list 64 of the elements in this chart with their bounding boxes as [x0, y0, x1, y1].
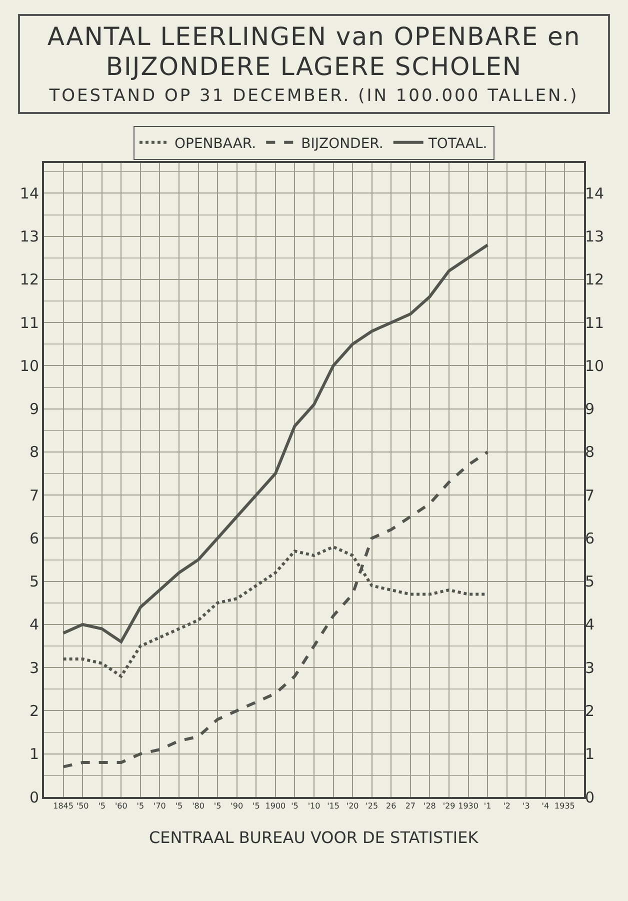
y2-tick-label: 11 — [585, 314, 604, 332]
x-tick-label: '80 — [192, 802, 204, 811]
x-tick-label: '90 — [230, 802, 244, 811]
y2-tick-label: 12 — [585, 270, 604, 289]
x-tick-label: '2 — [503, 802, 511, 811]
x-tick-label: '15 — [327, 802, 340, 811]
x-tick-label: '50 — [76, 802, 89, 811]
chart-subtitle: TOESTAND OP 31 DECEMBER. (IN 100.000 TALLEN.) — [48, 86, 580, 106]
y-tick-label: 6 — [29, 529, 39, 548]
x-tick-label: '20 — [346, 802, 359, 811]
y-tick-label: 1 — [29, 745, 39, 764]
y-tick-label: 3 — [29, 658, 39, 677]
y-tick-label: 9 — [29, 400, 39, 418]
y-tick-label: 2 — [29, 702, 39, 720]
y-tick-label: 12 — [20, 270, 39, 289]
line-series — [62, 243, 490, 644]
x-tick-label: '4 — [542, 802, 550, 811]
y-tick-label: 14 — [20, 184, 39, 202]
x-tick-label: 1900 — [265, 802, 286, 811]
x-tick-label: '1 — [484, 802, 492, 811]
line-series — [62, 450, 490, 768]
x-tick-label: '5 — [175, 802, 183, 811]
y2-tick-label: 7 — [585, 486, 595, 504]
y2-tick-label: 10 — [585, 356, 604, 375]
x-tick-label: 1930 — [458, 802, 478, 811]
y2-tick-label: 3 — [585, 658, 595, 677]
x-tick-label: '5 — [214, 802, 222, 811]
x-tick-label: '5 — [98, 802, 106, 811]
y2-tick-label: 9 — [585, 400, 595, 418]
legend-label: OPENBAAR. — [174, 136, 256, 152]
x-tick-label: '70 — [154, 802, 166, 811]
text: CENTRAAL BUREAU VOOR DE STATISTIEK — [149, 828, 479, 847]
x-tick-label: '29 — [442, 802, 456, 811]
x-tick-label: 26 — [386, 802, 396, 811]
x-tick-label: '5 — [252, 802, 260, 811]
x-tick-label: 1845 — [53, 802, 74, 811]
y-tick-label: 8 — [29, 443, 39, 462]
x-tick-label: '5 — [291, 802, 298, 811]
y2-tick-label: 5 — [585, 572, 595, 591]
legend-label: TOTAAL. — [427, 136, 488, 152]
x-tick-label: 1935 — [554, 802, 575, 811]
x-tick-label: '5 — [136, 802, 144, 811]
y-tick-label: 10 — [20, 356, 39, 375]
y-tick-label: 13 — [20, 228, 39, 246]
x-tick-label: '28 — [424, 802, 436, 811]
y-tick-label: 7 — [29, 486, 39, 504]
y2-tick-label: 1 — [585, 745, 595, 764]
y2-tick-label: 2 — [585, 702, 595, 720]
legend-label: BIJZONDER. — [301, 136, 384, 152]
y2-tick-label: 0 — [585, 788, 595, 806]
y2-tick-label: 13 — [585, 228, 604, 246]
y-tick-label: 5 — [29, 572, 39, 591]
y2-tick-label: 6 — [585, 529, 595, 548]
y2-tick-label: 14 — [585, 184, 604, 202]
x-tick-label: 27 — [405, 802, 416, 811]
x-tick-label: '3 — [522, 802, 530, 811]
x-tick-label: '60 — [114, 802, 128, 811]
x-tick-label: '25 — [366, 802, 378, 811]
y-tick-label: 11 — [20, 314, 39, 332]
x-tick-label: '10 — [308, 802, 320, 811]
chart-title: AANTAL LEERLINGEN van OPENBARE en BIJZONDERE LAGERE SCHOLEN — [46, 22, 582, 82]
y-tick-label: 4 — [29, 616, 39, 634]
y-tick-label: 0 — [29, 788, 39, 806]
y2-tick-label: 8 — [585, 443, 595, 462]
